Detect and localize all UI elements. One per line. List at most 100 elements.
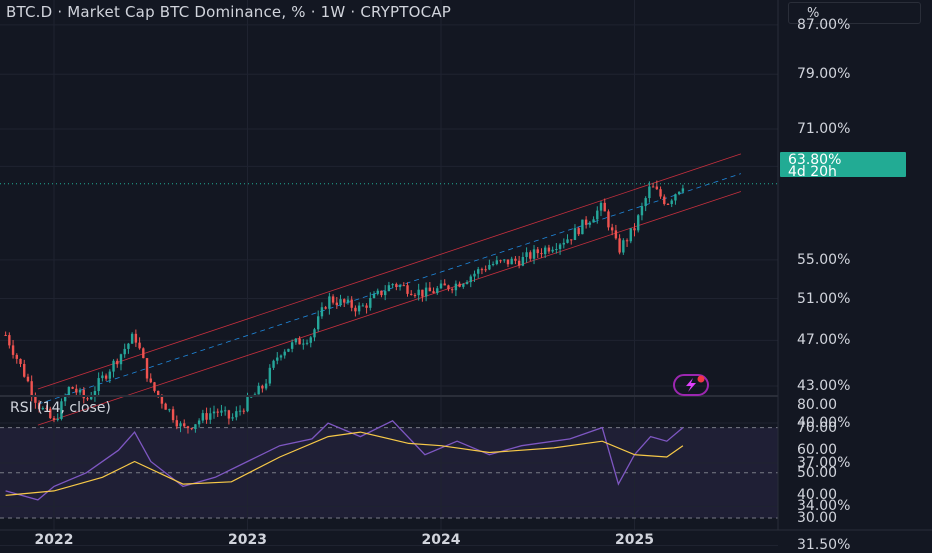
candle-body [648,186,651,199]
candle-body [659,189,662,197]
candle-body [257,385,260,395]
rsi-ma-line [5,431,684,496]
rsi-band [0,427,778,518]
candle-body [596,210,599,220]
candle-body [160,395,164,404]
candle-body [272,360,275,368]
rsi-axis-tick-label: 50.00 [797,464,838,481]
lightning-logo-icon[interactable] [673,374,709,396]
candle-body [517,260,521,266]
price-axis-tick-label: 31.50% [797,537,851,553]
candle-body [447,285,450,290]
candle-body [276,357,279,361]
candle-body [547,247,551,252]
candle-body [261,385,264,389]
candle-body [525,252,528,257]
candle-body [629,228,632,242]
scale-unit-selector[interactable]: % [788,2,921,24]
rsi-axis-tick-label: 60.00 [797,442,838,459]
candle-body [372,293,376,299]
candle-body [283,351,286,356]
candle-body [82,389,85,399]
candle-body [395,284,398,287]
candle-body [439,283,443,289]
current-price-value: 63.80% [788,152,842,168]
candle-body [521,256,525,266]
candle-body [663,196,666,205]
candle-body [19,358,22,364]
candle-body [216,411,219,413]
candle-body [41,407,45,410]
candle-body [674,194,677,201]
candle-body [581,219,584,235]
candle-body [194,424,197,430]
candle-body [8,335,11,346]
candle-body [302,343,305,345]
candle-body [473,273,476,277]
candle-body [357,305,361,312]
candle-body [532,249,536,259]
candle-body [480,269,484,271]
candle-body [640,206,644,216]
candle-body [335,302,339,306]
candle-body [287,348,290,352]
candle-body [63,395,67,402]
candle-body [78,389,82,393]
candle-body [410,293,413,295]
candle-body [130,333,134,344]
candle-body [458,283,461,287]
channel-upper [37,153,742,390]
price-axis-tick-label: 71.00% [797,120,851,137]
candle-body [406,285,409,294]
candlestick-series [4,180,685,434]
rsi-axis-tick-label: 80.00 [797,397,838,413]
candle-body [264,383,268,389]
candle-body [104,375,108,379]
candle-body [469,276,472,283]
time-axis-tick-label: 2023 [228,532,267,548]
candle-body [637,215,640,231]
candle-body [670,200,673,205]
candle-body [212,411,216,414]
candle-body [383,291,387,296]
candle-body [655,186,659,190]
candle-body [413,294,417,296]
candle-body [164,403,167,410]
candle-body [551,249,554,252]
bar-countdown: 4d 20h [788,164,837,180]
candle-body [450,289,454,291]
candle-body [592,219,595,223]
candle-body [309,337,312,343]
candle-body [320,307,324,317]
candle-body [153,382,156,391]
candle-body [346,299,350,303]
candle-body [432,291,435,294]
candle-body [238,410,242,412]
rsi-indicator-label[interactable]: RSI (14, close) [10,400,111,416]
candle-body [220,410,223,413]
candle-body [555,249,558,251]
candle-body [465,282,469,284]
candle-body [11,345,15,355]
candle-body [536,249,539,254]
candle-body [49,408,52,419]
candle-body [97,378,100,392]
candle-body [380,290,383,296]
candle-body [491,264,495,266]
candle-body [4,334,7,336]
candle-body [424,287,428,297]
candle-body [279,355,283,358]
rsi-axis-tick-label: 40.00 [797,487,838,504]
candle-body [417,289,420,296]
candle-body [588,222,592,225]
price-axis-tick-label: 51.00% [797,290,851,307]
candle-body [562,242,565,245]
candle-body [231,417,234,419]
candle-body [666,204,670,206]
candle-body [317,316,320,330]
candle-body [584,219,588,225]
candle-body [677,191,681,195]
candle-body [350,299,353,308]
candle-body [354,307,357,312]
